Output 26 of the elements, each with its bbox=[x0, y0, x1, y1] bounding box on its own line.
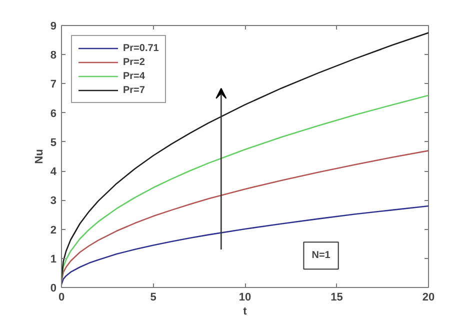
annotation: N=1 bbox=[312, 250, 331, 262]
y-tick-label: 0 bbox=[50, 282, 57, 294]
x-tick-label: 15 bbox=[330, 292, 343, 304]
legend-label: Pr=4 bbox=[123, 70, 145, 82]
x-tick-label: 5 bbox=[150, 292, 156, 304]
line-series bbox=[62, 94, 428, 281]
line-series bbox=[62, 150, 428, 282]
y-tick-label: 2 bbox=[50, 224, 57, 236]
line-series bbox=[62, 32, 428, 280]
legend-label: Pr=7 bbox=[123, 84, 145, 96]
y-tick-label: 5 bbox=[50, 136, 57, 149]
line-series bbox=[62, 205, 428, 286]
y-tick-label: 9 bbox=[50, 20, 57, 32]
y-tick-label: 1 bbox=[50, 253, 57, 266]
y-tick-label: 6 bbox=[50, 108, 57, 120]
y-tick-label: 8 bbox=[50, 50, 57, 62]
legend-label: Pr=0.71 bbox=[123, 42, 159, 54]
x-tick-label: 10 bbox=[238, 292, 252, 304]
legend-label: Pr=2 bbox=[123, 56, 145, 68]
y-tick-label: 3 bbox=[50, 195, 57, 208]
y-axis-title: Nu bbox=[33, 149, 46, 164]
x-tick-label: 20 bbox=[422, 292, 435, 304]
x-tick-label: 0 bbox=[58, 292, 65, 304]
y-tick-label: 7 bbox=[50, 78, 57, 91]
x-axis-title: t bbox=[243, 306, 248, 318]
y-tick-label: 4 bbox=[50, 166, 58, 178]
